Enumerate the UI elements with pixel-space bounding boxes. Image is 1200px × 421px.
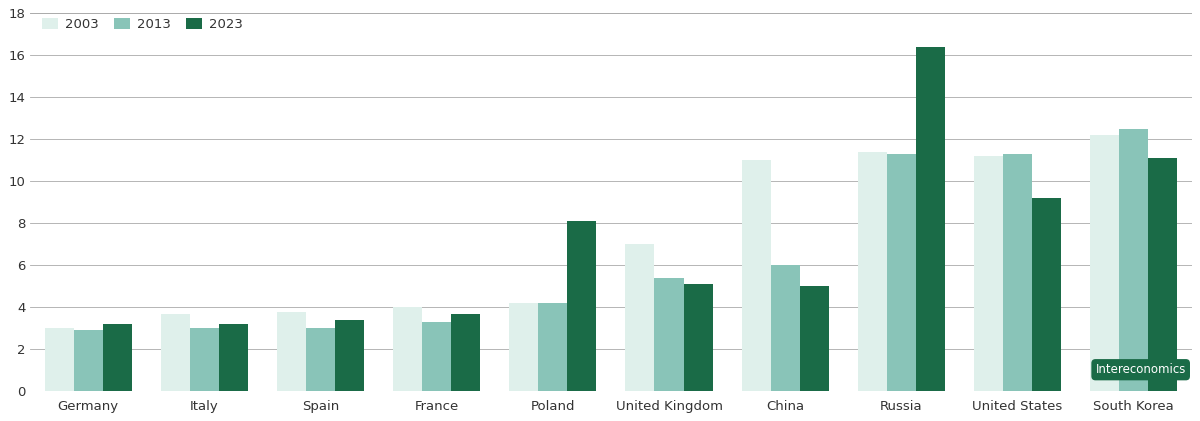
Bar — [451, 314, 480, 392]
Bar — [770, 265, 799, 392]
Bar — [1120, 129, 1148, 392]
Bar — [44, 328, 73, 392]
Bar — [394, 307, 422, 392]
Bar — [422, 322, 451, 392]
Bar — [1032, 198, 1061, 392]
Bar — [654, 278, 684, 392]
Bar — [161, 314, 190, 392]
Bar — [277, 312, 306, 392]
Bar — [858, 152, 887, 392]
Bar — [1090, 135, 1120, 392]
Bar — [218, 324, 248, 392]
Bar — [1148, 158, 1177, 392]
Bar — [539, 303, 568, 392]
Bar — [103, 324, 132, 392]
Bar — [625, 244, 654, 392]
Bar — [190, 328, 218, 392]
Bar — [887, 154, 916, 392]
Bar — [916, 47, 944, 392]
Bar — [73, 330, 103, 392]
Bar — [335, 320, 364, 392]
Bar — [684, 284, 713, 392]
Bar — [568, 221, 596, 392]
Bar — [509, 303, 539, 392]
Bar — [799, 286, 829, 392]
Bar — [306, 328, 335, 392]
Bar — [1003, 154, 1032, 392]
Legend: 2003, 2013, 2023: 2003, 2013, 2023 — [37, 12, 248, 36]
Bar — [974, 156, 1003, 392]
Bar — [742, 160, 770, 392]
Text: Intereconomics: Intereconomics — [1096, 363, 1186, 376]
